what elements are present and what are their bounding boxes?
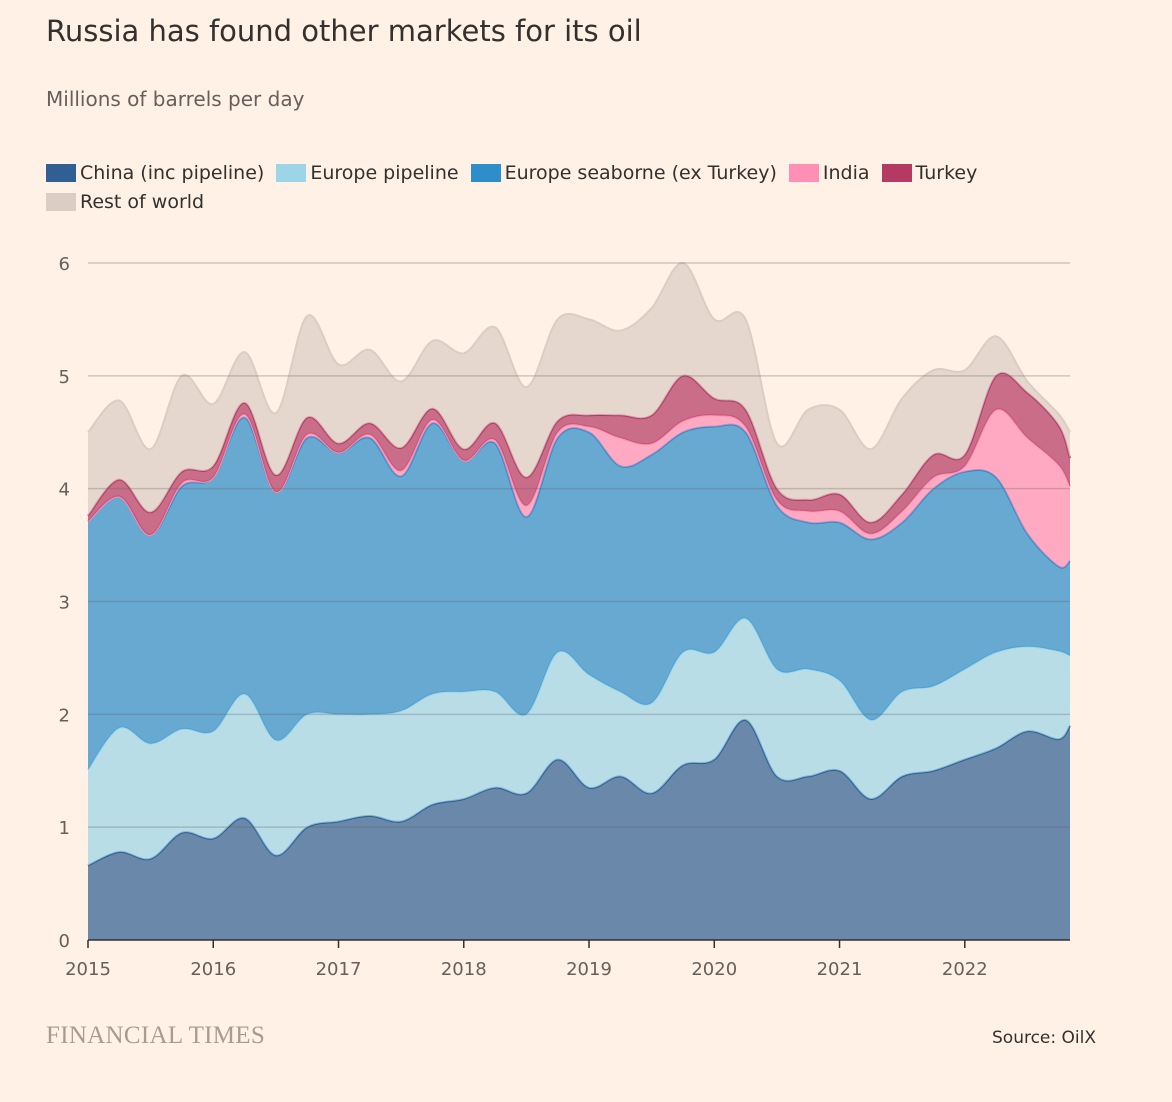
legend-label: Turkey bbox=[915, 162, 978, 184]
y-tick-label: 1 bbox=[59, 818, 70, 839]
legend-item: China (inc pipeline) bbox=[46, 160, 264, 186]
source-note: Source: OilX bbox=[992, 1028, 1096, 1048]
legend-swatch bbox=[470, 164, 501, 182]
gridlines bbox=[88, 262, 1070, 941]
area-europe-pipeline bbox=[88, 618, 1070, 866]
legend-swatch bbox=[881, 164, 912, 182]
legend-swatch bbox=[46, 164, 76, 182]
area-europe-seaborne-ex-turkey bbox=[88, 417, 1070, 770]
y-tick-label: 6 bbox=[59, 254, 70, 275]
legend-label: India bbox=[822, 162, 870, 184]
area-rest-of-world bbox=[88, 262, 1070, 523]
chart-title: Russia has found other markets for its o… bbox=[46, 14, 642, 48]
x-tick-label: 2019 bbox=[566, 959, 612, 980]
legend-label: Europe seaborne (ex Turkey) bbox=[504, 162, 777, 184]
legend: China (inc pipeline) Europe pipeline Europ… bbox=[46, 160, 1046, 218]
legend-item: Turkey bbox=[881, 160, 978, 186]
x-tick-label: 2020 bbox=[691, 959, 737, 980]
y-tick-label: 2 bbox=[59, 705, 70, 726]
legend-item: Europe pipeline bbox=[276, 160, 459, 186]
y-tick-label: 3 bbox=[59, 593, 70, 614]
legend-swatch bbox=[46, 193, 76, 211]
x-tick-label: 2021 bbox=[817, 959, 863, 980]
legend-label: Rest of world bbox=[80, 191, 205, 213]
series-areas bbox=[87, 262, 1071, 940]
legend-item: Rest of world bbox=[46, 189, 204, 215]
legend-label: Europe pipeline bbox=[310, 162, 459, 184]
y-axis: 0 1 2 3 4 5 6 bbox=[59, 254, 70, 952]
y-tick-label: 0 bbox=[59, 931, 70, 952]
x-tick-label: 2022 bbox=[942, 959, 988, 980]
y-tick-label: 4 bbox=[59, 480, 70, 501]
chart-subtitle: Millions of barrels per day bbox=[46, 87, 305, 111]
legend-swatch bbox=[276, 164, 307, 182]
x-tick-label: 2015 bbox=[65, 959, 111, 980]
brand-logo: FINANCIAL TIMES bbox=[46, 1022, 266, 1049]
x-tick-label: 2018 bbox=[441, 959, 487, 980]
x-tick-label: 2016 bbox=[190, 959, 236, 980]
legend-item: Europe seaborne (ex Turkey) bbox=[470, 160, 777, 186]
legend-item: India bbox=[788, 160, 870, 186]
area-edge bbox=[87, 262, 1071, 451]
x-axis: 2015 2016 2017 2018 2019 2020 2021 2022 bbox=[65, 940, 988, 980]
area-china-inc-pipeline bbox=[88, 719, 1070, 940]
x-tick-label: 2017 bbox=[316, 959, 362, 980]
y-tick-label: 5 bbox=[59, 367, 70, 388]
legend-label: China (inc pipeline) bbox=[80, 162, 265, 184]
legend-swatch bbox=[788, 164, 819, 182]
